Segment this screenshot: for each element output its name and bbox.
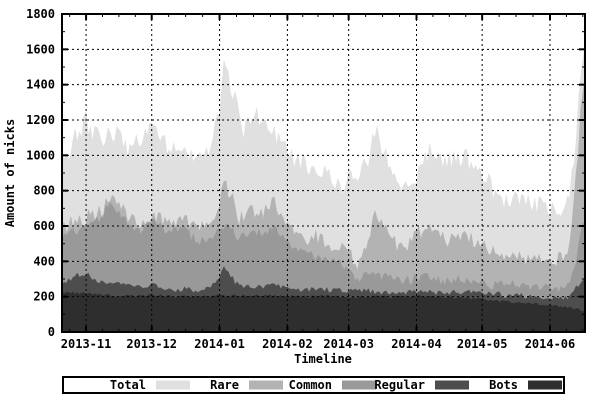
y-tick-label: 1800	[26, 7, 55, 21]
y-tick-label: 1000	[26, 148, 55, 162]
legend-item-rare: Rare	[210, 378, 283, 392]
legend-item-total: Total	[110, 378, 190, 392]
y-tick-label: 800	[33, 184, 55, 198]
legend-label: Regular	[374, 378, 425, 392]
legend-label: Total	[110, 378, 146, 392]
legend-item-regular: Regular	[374, 378, 469, 392]
y-tick-label: 1200	[26, 113, 55, 127]
legend: Total Rare Common Regular Bots	[62, 376, 565, 394]
legend-swatch	[342, 380, 376, 390]
legend-label: Bots	[489, 378, 518, 392]
y-tick-label: 0	[48, 325, 55, 339]
x-tick-label: 2014-03	[323, 337, 374, 351]
x-tick-label: 2014-04	[391, 337, 442, 351]
legend-swatch	[528, 380, 562, 390]
y-axis-title: Amount of nicks	[3, 119, 17, 227]
x-tick-label: 2013-11	[61, 337, 112, 351]
x-tick-label: 2014-05	[457, 337, 508, 351]
x-tick-label: 2014-06	[525, 337, 576, 351]
y-tick-label: 400	[33, 254, 55, 268]
legend-swatch	[156, 380, 190, 390]
x-tick-label: 2014-01	[194, 337, 245, 351]
legend-swatch	[249, 380, 283, 390]
y-tick-label: 600	[33, 219, 55, 233]
plot-frame	[61, 13, 586, 333]
legend-label: Rare	[210, 378, 239, 392]
x-tick-label: 2013-12	[126, 337, 177, 351]
legend-item-common: Common	[289, 378, 376, 392]
legend-item-bots: Bots	[489, 378, 562, 392]
area-layers	[61, 45, 586, 333]
tick-labels: 0 200 400 600 800 1000 1200 1400 1600 1800 2013-11…	[26, 7, 575, 351]
gridlines	[62, 14, 585, 332]
x-axis-title: Timeline	[294, 352, 352, 366]
x-tick-label: 2014-02	[262, 337, 313, 351]
area-bots	[61, 290, 586, 333]
y-tick-label: 1600	[26, 42, 55, 56]
legend-swatch	[435, 380, 469, 390]
legend-label: Common	[289, 378, 332, 392]
y-tick-label: 1400	[26, 78, 55, 92]
y-tick-label: 200	[33, 290, 55, 304]
